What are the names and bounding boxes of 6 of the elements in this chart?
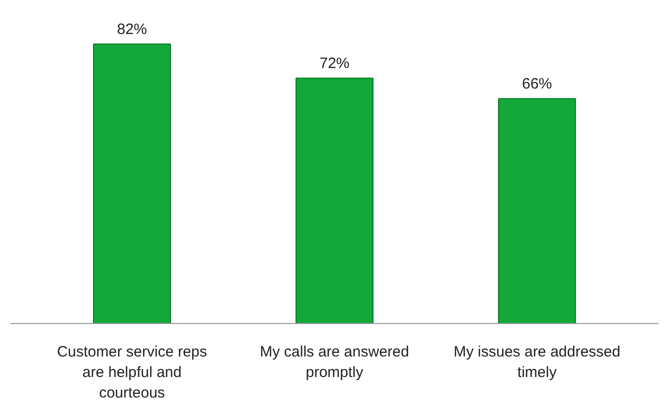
data-label: 72% [319,55,350,72]
x-tick-label: My calls are answered promptly [260,344,410,381]
x-tick-label: My issues are addressed timely [454,344,620,381]
data-label: 82% [116,21,148,38]
data-label: 66% [522,76,552,93]
x-tick-label: Customer service reps are helpful and courteous [56,344,208,402]
